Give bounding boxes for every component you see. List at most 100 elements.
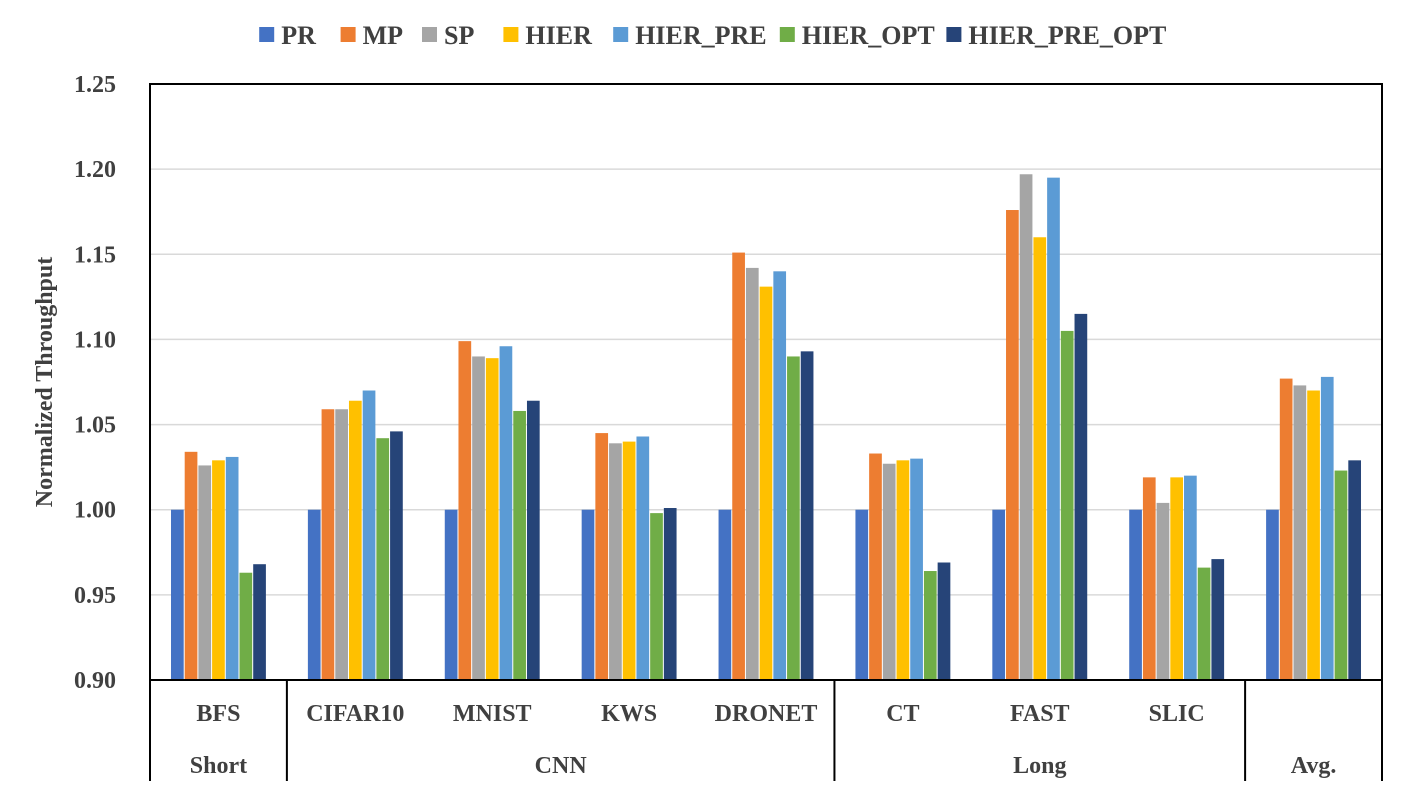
x-category-label: FAST xyxy=(1010,701,1070,727)
legend-label: HIER xyxy=(525,21,592,50)
plot-frame xyxy=(149,83,1383,681)
legend-swatch xyxy=(340,27,356,42)
bar-hier-pre-opt xyxy=(663,508,677,680)
legend-swatch xyxy=(259,27,275,42)
y-tick-label: 1.15 xyxy=(74,242,116,268)
bar-hier-pre xyxy=(910,458,923,680)
bar-hier-pre xyxy=(1320,376,1334,680)
bar-pr xyxy=(718,509,732,680)
x-category-label: KWS xyxy=(601,701,657,727)
bar-hier-pre-opt xyxy=(526,400,540,680)
bar-hier-pre-opt xyxy=(1211,559,1225,680)
legend-swatch xyxy=(503,27,519,42)
bar-hier xyxy=(485,358,499,680)
x-category-label: SLIC xyxy=(1149,701,1205,727)
bar-hier-pre xyxy=(773,271,787,680)
legend-label: HIER_PRE_OPT xyxy=(968,21,1166,50)
bar-mp xyxy=(458,341,472,680)
bar-hier-pre-opt xyxy=(937,562,951,680)
bar-mp xyxy=(1006,210,1019,681)
bar-hier xyxy=(1170,477,1184,680)
bar-hier-pre xyxy=(1047,177,1060,680)
x-group-label: Short xyxy=(190,753,247,779)
bar-sp xyxy=(609,443,622,680)
legend-label: MP xyxy=(363,21,404,50)
bar-hier-pre xyxy=(636,436,650,680)
y-tick-label: 1.25 xyxy=(74,72,116,98)
bar-hier-pre xyxy=(499,346,513,680)
y-tick-label: 1.10 xyxy=(74,327,116,353)
legend-swatch xyxy=(613,27,629,42)
bar-sp xyxy=(198,465,212,680)
bar-mp xyxy=(595,433,609,680)
legend-swatch xyxy=(779,27,795,42)
y-tick-label: 0.90 xyxy=(74,668,116,694)
bar-pr xyxy=(307,509,321,680)
x-group-label: Long xyxy=(1013,753,1066,779)
bar-hier-opt xyxy=(376,438,390,680)
y-axis-ticks: 0.90 0.95 1.00 1.05 1.10 1.15 1.20 1.25 xyxy=(74,72,116,694)
bar-pr xyxy=(1266,509,1279,680)
bar-hier xyxy=(622,441,636,680)
bar-sp xyxy=(335,409,348,680)
bar-hier xyxy=(896,460,910,680)
bar-hier-pre xyxy=(362,390,376,680)
bar-pr xyxy=(855,509,869,680)
x-category-label: DRONET xyxy=(715,701,818,727)
bar-hier-pre-opt xyxy=(1348,460,1362,680)
bar-hier-opt xyxy=(1197,567,1211,680)
bar-hier-opt xyxy=(1334,470,1348,680)
bar-hier-opt xyxy=(1060,330,1074,680)
bar-hier-pre-opt xyxy=(253,564,266,680)
x-axis: BFS CIFAR10 MNIST KWS DRONET CT FAST SLIC Short C… xyxy=(149,680,1383,781)
bar-sp xyxy=(882,463,896,680)
bar-mp xyxy=(732,252,745,680)
bar-pr xyxy=(1129,509,1142,680)
bar-hier xyxy=(212,460,225,680)
bar-hier-opt xyxy=(923,571,937,680)
bar-mp xyxy=(869,453,882,680)
bar-hier-pre-opt xyxy=(390,431,403,680)
bar-hier-opt xyxy=(787,356,800,680)
bar-sp xyxy=(1156,502,1170,680)
x-category-label: CIFAR10 xyxy=(306,701,404,727)
bar-hier-opt xyxy=(513,410,526,680)
bar-hier xyxy=(1307,390,1320,680)
bars xyxy=(170,174,1362,681)
legend-label: PR xyxy=(281,21,316,50)
legend-swatch xyxy=(946,27,962,42)
bar-mp xyxy=(1279,378,1293,680)
y-tick-label: 1.00 xyxy=(74,498,116,524)
bar-hier-pre xyxy=(225,456,239,680)
bar-mp xyxy=(1142,477,1156,680)
bar-pr xyxy=(992,509,1006,680)
legend-swatch xyxy=(422,27,437,42)
bar-sp xyxy=(745,267,759,680)
bar-hier-opt xyxy=(239,572,253,680)
y-tick-label: 1.05 xyxy=(74,413,116,439)
bar-hier-pre xyxy=(1184,475,1197,680)
bar-hier xyxy=(1033,237,1047,680)
x-category-label: MNIST xyxy=(453,701,532,727)
bar-pr xyxy=(581,509,595,680)
legend-label: SP xyxy=(444,21,474,50)
bar-hier-opt xyxy=(650,513,663,680)
bar-hier xyxy=(759,286,773,680)
legend-label: HIER_OPT xyxy=(802,21,935,50)
bar-mp xyxy=(184,451,198,680)
y-tick-label: 0.95 xyxy=(74,583,116,609)
bar-pr xyxy=(444,509,458,680)
bar-pr xyxy=(170,509,184,680)
y-axis-label: Normalized Throughput xyxy=(32,257,58,508)
bar-hier-pre-opt xyxy=(1074,313,1088,680)
x-group-label: Avg. xyxy=(1291,753,1337,779)
bar-sp xyxy=(1293,385,1307,680)
legend-label: HIER_PRE xyxy=(635,21,766,50)
bar-hier-pre-opt xyxy=(800,351,814,680)
x-category-label: CT xyxy=(886,701,919,727)
x-group-label: CNN xyxy=(535,753,588,779)
bar-hier xyxy=(348,400,362,680)
y-tick-label: 1.20 xyxy=(74,157,116,183)
bar-sp xyxy=(1019,174,1033,680)
